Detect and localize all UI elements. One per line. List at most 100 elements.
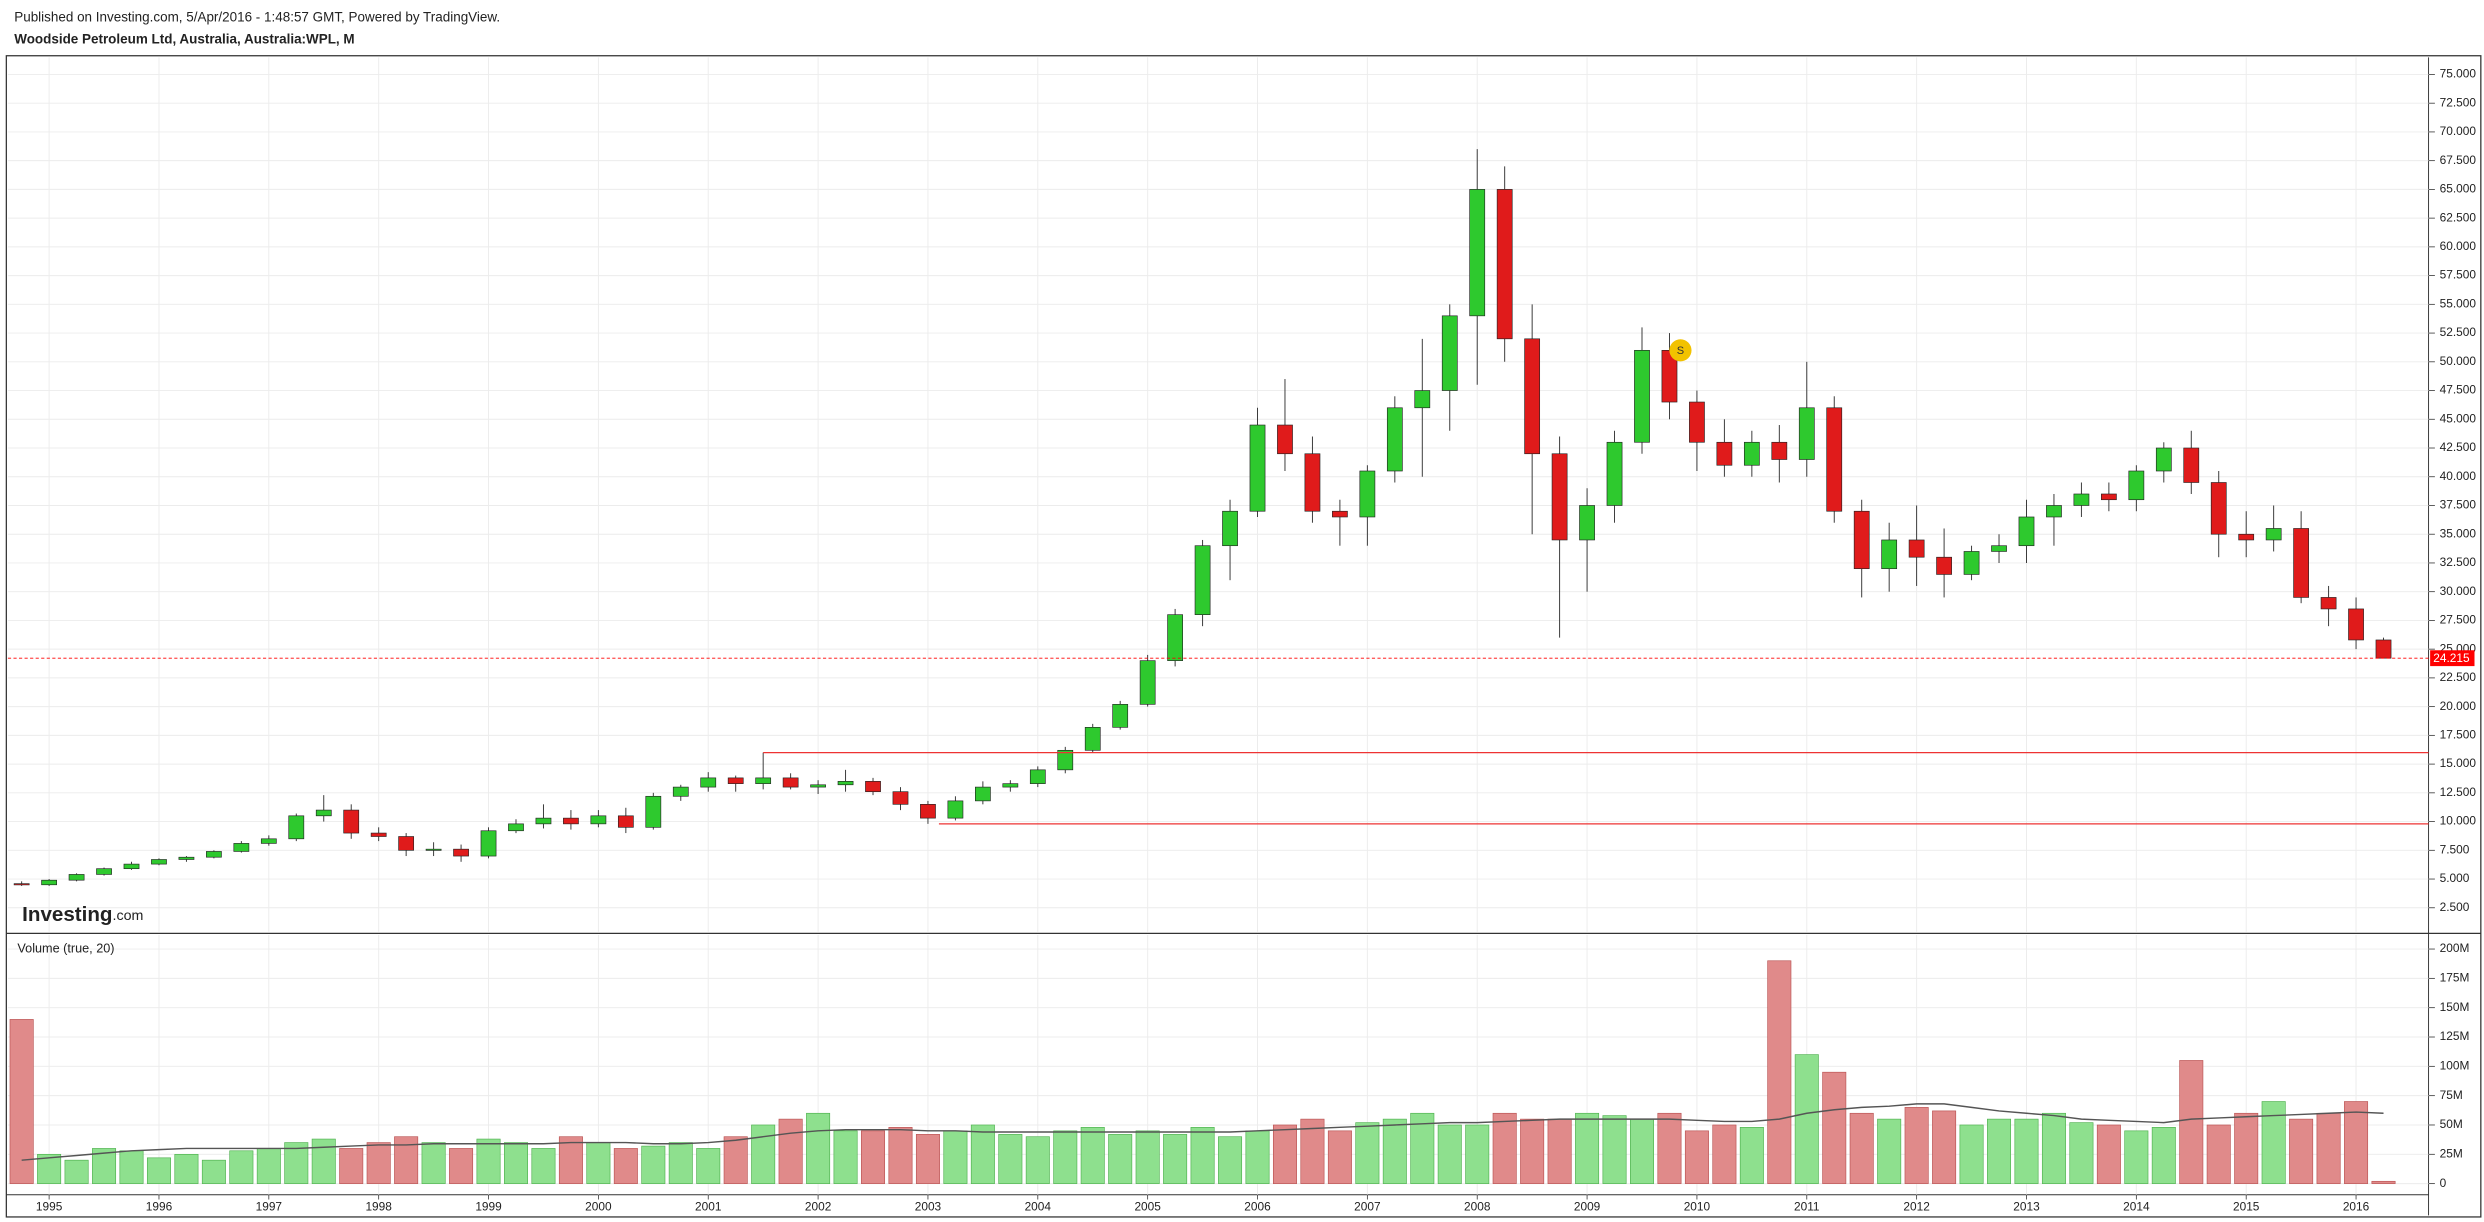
x-tick-label: 1997 (256, 1200, 282, 1214)
candle-body (1606, 441, 1623, 506)
y-tick-label: 2.500 (2440, 900, 2470, 914)
candle-body (1194, 545, 1211, 615)
volume-bar (1108, 1134, 1133, 1184)
candle-body (2210, 482, 2227, 535)
candle-body (1139, 660, 1156, 705)
x-tick-label: 2007 (1354, 1200, 1380, 1214)
y-tick-label: 12.500 (2440, 785, 2477, 799)
candle-body (1029, 769, 1046, 784)
x-tick-label: 2006 (1244, 1200, 1271, 1214)
volume-bar (723, 1136, 748, 1184)
candle-body (837, 781, 854, 786)
volume-bar (1657, 1112, 1682, 1184)
candle-body (1881, 539, 1898, 570)
candle-body (453, 848, 469, 857)
candle-body (1689, 401, 1705, 443)
volume-bar (201, 1159, 226, 1184)
volume-bar (1547, 1118, 1572, 1184)
volume-bar (1904, 1107, 1929, 1184)
y-tick-label: 40.000 (2440, 469, 2477, 483)
y-tick-label: 50.000 (2440, 354, 2477, 368)
candle-body (1304, 453, 1321, 512)
candle-body (1991, 545, 2007, 552)
candle-body (123, 863, 140, 870)
candle-body (508, 823, 524, 832)
y-tick-label: 45.000 (2440, 411, 2477, 425)
candle-body (645, 795, 662, 828)
candle-body (590, 815, 607, 825)
candle-body (975, 786, 991, 802)
volume-bar (2261, 1101, 2286, 1184)
volume-bar (284, 1142, 309, 1184)
x-tick-label: 2005 (1134, 1200, 1161, 1214)
candle-body (865, 781, 881, 793)
volume-bar (998, 1134, 1023, 1184)
event-marker (1669, 339, 1692, 362)
y-tick-label: 42.500 (2440, 440, 2477, 454)
volume-bar (1300, 1118, 1325, 1184)
volume-bar (1135, 1130, 1160, 1184)
volume-bar (1410, 1112, 1435, 1184)
volume-bar (1382, 1118, 1407, 1184)
volume-bar (668, 1142, 693, 1184)
y-tick-label: 60.000 (2440, 239, 2477, 253)
volume-bar (1630, 1118, 1654, 1184)
volume-bar (861, 1130, 886, 1184)
volume-bar (1272, 1124, 1297, 1184)
volume-bar (1575, 1112, 1600, 1184)
volume-bar (1218, 1136, 1243, 1184)
candle-body (2375, 639, 2392, 659)
volume-bar (1712, 1124, 1737, 1184)
y-tick-label: 65.000 (2440, 182, 2477, 196)
candle-body (1771, 441, 1788, 460)
volume-bar (778, 1118, 803, 1184)
volume-bar (2124, 1130, 2149, 1184)
candle-body (13, 883, 30, 886)
candle-body (425, 848, 442, 851)
price-label: 24.215 (2433, 651, 2470, 665)
volume-bar (2206, 1124, 2231, 1184)
volume-bar (146, 1157, 171, 1184)
volume-bar (1163, 1134, 1188, 1184)
volume-bar (641, 1145, 666, 1184)
candle-body (1853, 510, 1870, 570)
candle-body (343, 809, 360, 834)
y-tick-label: 0 (2440, 1176, 2447, 1190)
volume-bar (2289, 1118, 2314, 1184)
volume-bar (1492, 1112, 1517, 1184)
y-tick-label: 32.500 (2440, 555, 2477, 569)
candle-body (1441, 315, 1458, 391)
candle-body (288, 815, 305, 840)
volume-ma-line (21, 1103, 2384, 1161)
candle-body (370, 832, 387, 837)
candle-body (1277, 424, 1293, 455)
volume-bar (943, 1130, 968, 1184)
candle-body (178, 856, 195, 860)
volume-bar (1465, 1124, 1490, 1184)
x-tick-label: 2000 (585, 1200, 612, 1214)
candle-body (2046, 505, 2062, 518)
candle-body (1332, 510, 1348, 518)
logo-suffix: .com (113, 908, 144, 924)
candle-body (672, 786, 689, 797)
candle-body (892, 791, 909, 805)
volume-bar (1987, 1118, 2012, 1184)
candle-body (1386, 407, 1403, 472)
y-tick-label: 25M (2440, 1146, 2463, 1160)
volume-bar (1080, 1127, 1105, 1184)
logo-main: Investing (22, 903, 112, 926)
volume-bar (2069, 1122, 2094, 1184)
volume-bar (1932, 1110, 1957, 1184)
x-tick-label: 2016 (2343, 1200, 2370, 1214)
candle-body (1469, 189, 1486, 317)
y-tick-label: 5.000 (2440, 871, 2470, 885)
volume-bar (1053, 1130, 1078, 1184)
volume-bar (311, 1138, 336, 1184)
volume-bar (1739, 1127, 1764, 1184)
volume-bar (970, 1124, 995, 1184)
candle-body (2183, 447, 2200, 483)
candle-body (1963, 551, 1980, 575)
volume-bar (1327, 1130, 1352, 1184)
